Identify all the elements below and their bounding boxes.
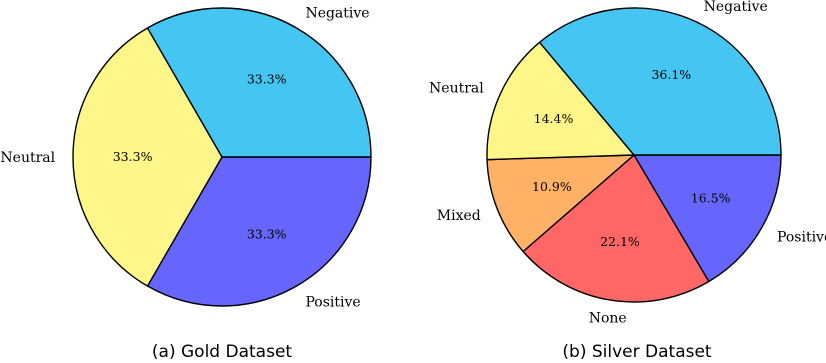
category-label-gold-neutral: Neutral bbox=[0, 150, 55, 166]
category-label-gold-negative: Negative bbox=[305, 5, 369, 21]
slice-silver-mixed bbox=[486, 154, 635, 253]
pie-chart-silver: 16.5% Positive 22.1% None 10.9% Mixed 14.4% Neu… bbox=[429, 0, 826, 327]
percent-label-gold-positive: 33.3% bbox=[247, 226, 287, 241]
percent-label-silver-mixed: 10.9% bbox=[532, 179, 572, 194]
percent-label-silver-none: 22.1% bbox=[600, 234, 640, 249]
pie-chart-gold: 33.3% Positive 33.3% Neutral 33.3% Negative bbox=[0, 5, 372, 311]
percent-label-silver-neutral: 14.4% bbox=[534, 111, 574, 126]
category-label-gold-positive: Positive bbox=[305, 295, 360, 311]
percent-label-gold-neutral: 33.3% bbox=[113, 149, 153, 164]
slice-gold-positive bbox=[146, 156, 372, 307]
category-label-silver-neutral: Neutral bbox=[429, 81, 484, 97]
percent-label-gold-negative: 33.3% bbox=[247, 72, 287, 87]
percent-label-silver-negative: 36.1% bbox=[651, 67, 691, 82]
slice-silver-neutral bbox=[486, 41, 635, 161]
slice-silver-none bbox=[522, 154, 710, 303]
slice-gold-neutral bbox=[72, 27, 223, 287]
category-label-silver-none: None bbox=[589, 311, 627, 327]
slice-silver-positive bbox=[633, 154, 782, 283]
category-label-silver-negative: Negative bbox=[704, 0, 768, 15]
slice-silver-negative bbox=[538, 7, 782, 156]
category-label-silver-mixed: Mixed bbox=[437, 208, 481, 224]
caption-silver: (b) Silver Dataset bbox=[562, 342, 712, 362]
slice-gold-negative bbox=[146, 7, 372, 158]
caption-gold: (a) Gold Dataset bbox=[152, 342, 292, 362]
percent-label-silver-positive: 16.5% bbox=[691, 191, 731, 206]
category-label-silver-positive: Positive bbox=[777, 230, 826, 246]
